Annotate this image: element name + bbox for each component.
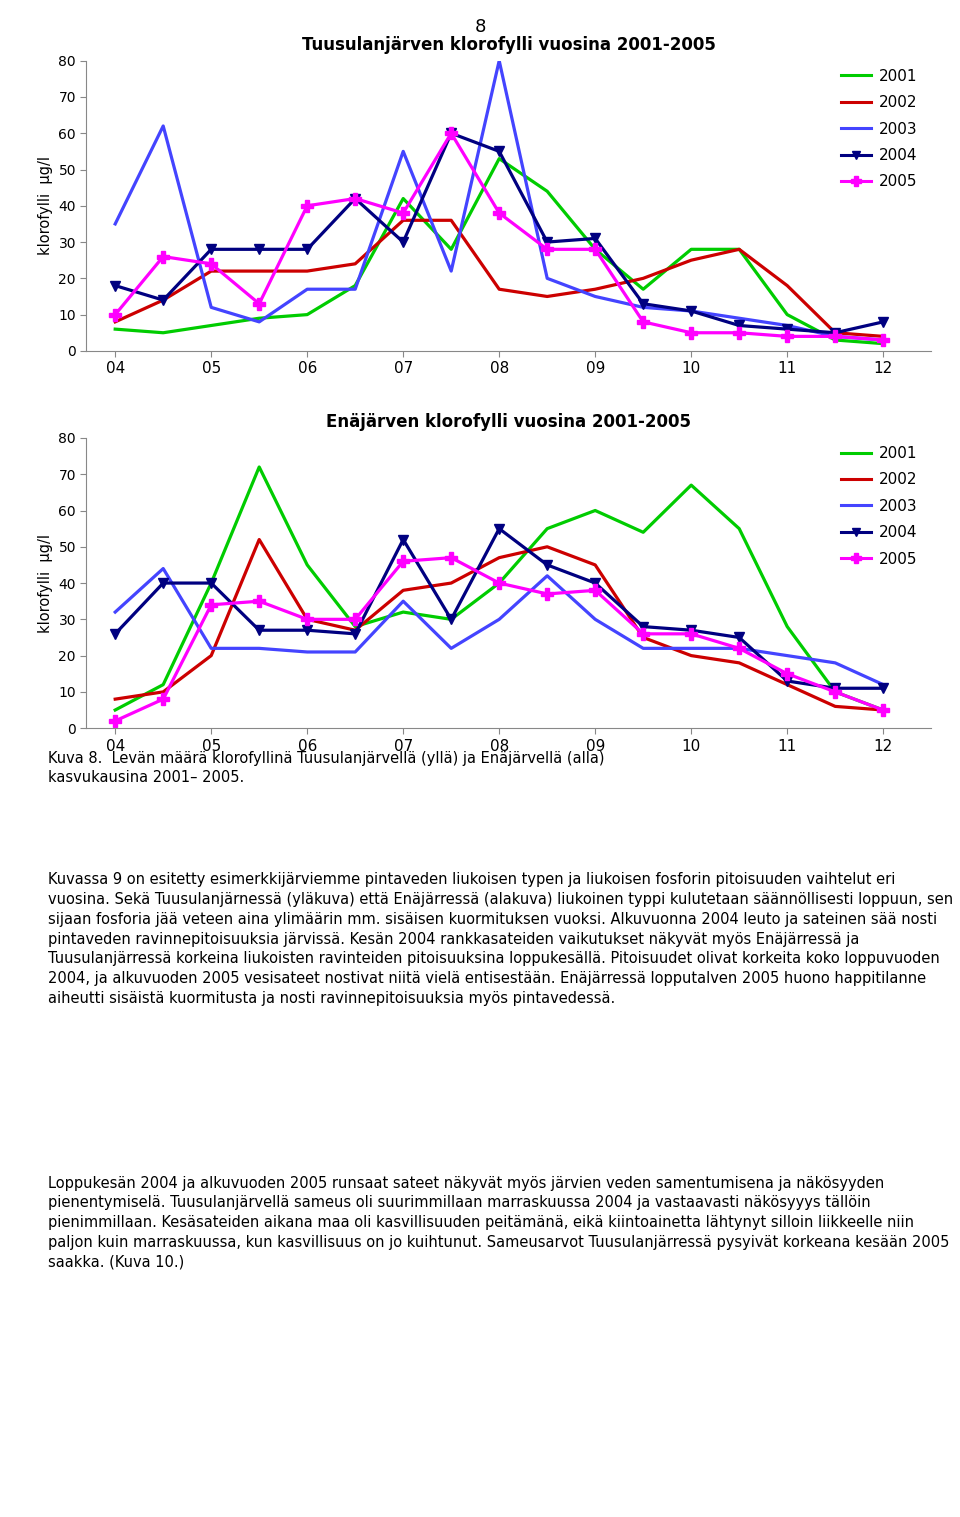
Text: 8: 8	[474, 18, 486, 36]
Legend: 2001, 2002, 2003, 2004, 2005: 2001, 2002, 2003, 2004, 2005	[834, 62, 924, 196]
Y-axis label: klorofylli  µg/l: klorofylli µg/l	[37, 534, 53, 633]
Text: Kuva 8.  Levän määrä klorofyllinä Tuusulanjärvellä (yllä) ja Enäjärvellä (alla)
: Kuva 8. Levän määrä klorofyllinä Tuusula…	[48, 751, 605, 784]
Y-axis label: klorofylli  µg/l: klorofylli µg/l	[37, 156, 53, 255]
Text: Loppukesän 2004 ja alkuvuoden 2005 runsaat sateet näkyvät myös järvien veden sam: Loppukesän 2004 ja alkuvuoden 2005 runsa…	[48, 1176, 949, 1270]
Title: Enäjärven klorofylli vuosina 2001-2005: Enäjärven klorofylli vuosina 2001-2005	[326, 413, 691, 431]
Text: Kuvassa 9 on esitetty esimerkkijärviemme pintaveden liukoisen typen ja liukoisen: Kuvassa 9 on esitetty esimerkkijärviemme…	[48, 872, 953, 1006]
Title: Tuusulanjärven klorofylli vuosina 2001-2005: Tuusulanjärven klorofylli vuosina 2001-2…	[301, 35, 716, 53]
Legend: 2001, 2002, 2003, 2004, 2005: 2001, 2002, 2003, 2004, 2005	[834, 440, 924, 573]
